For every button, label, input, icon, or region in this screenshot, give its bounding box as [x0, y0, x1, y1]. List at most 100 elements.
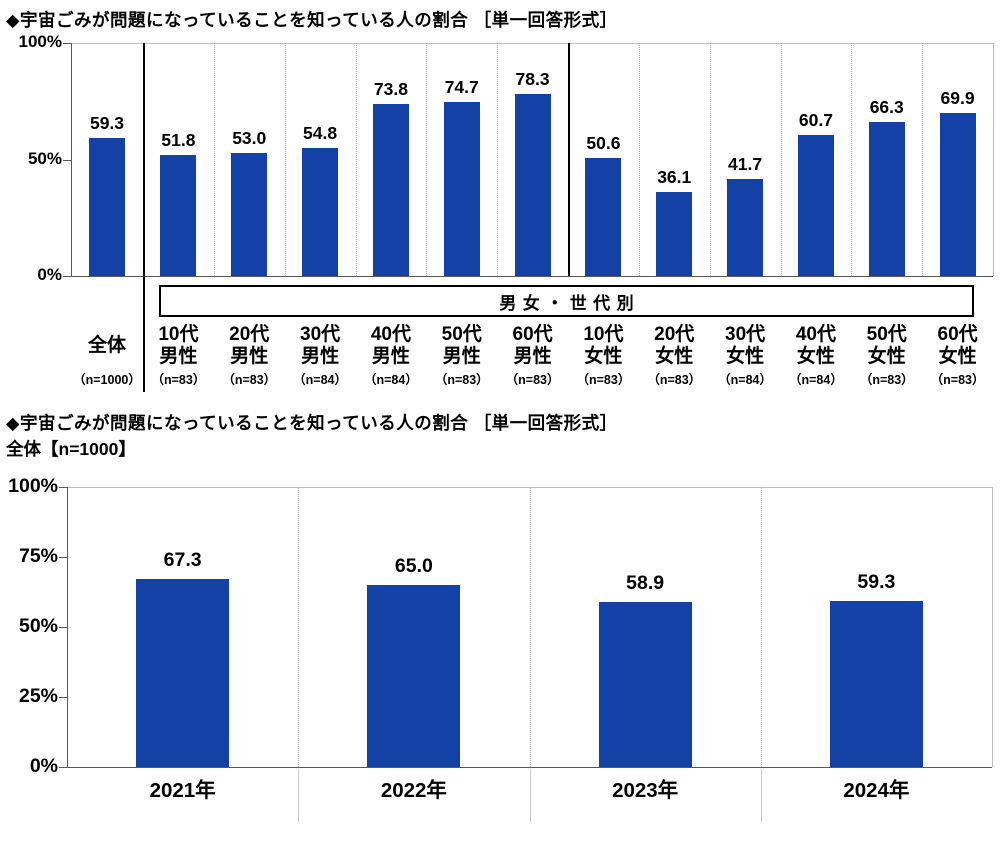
y-axis-tick	[63, 276, 71, 277]
category-gridline	[529, 487, 531, 767]
category-gridline	[780, 43, 782, 276]
category-label: 男性	[159, 346, 198, 367]
bar	[727, 178, 764, 276]
bar	[136, 578, 230, 767]
plot-right-border	[993, 43, 994, 276]
sample-size-label: （n=83）	[859, 373, 914, 387]
group-box-label: 男女・世代別	[499, 293, 641, 313]
category-label: 60代	[937, 324, 978, 345]
sample-size-label: （n=83）	[151, 373, 206, 387]
bar	[443, 101, 480, 276]
category-label: 男性	[442, 346, 481, 367]
sample-size-label: （n=83）	[434, 373, 489, 387]
category-gridline	[851, 43, 853, 276]
category-label: 50代	[866, 324, 907, 345]
category-gridline	[922, 43, 924, 276]
bar	[514, 93, 551, 276]
y-axis-tick	[63, 43, 71, 44]
y-axis-line	[67, 487, 68, 768]
y-tick-label: 0%	[37, 265, 62, 285]
y-tick-label: 75%	[18, 544, 58, 567]
category-label: 男性	[371, 346, 410, 367]
y-axis-tick	[59, 697, 67, 698]
category-gridline	[284, 43, 286, 276]
y-tick-label: 0%	[29, 754, 58, 777]
bar-value-label: 59.3	[89, 112, 125, 133]
bar	[160, 155, 197, 276]
y-axis-tick	[59, 487, 67, 488]
category-gridline	[355, 43, 357, 276]
category-gridline	[497, 43, 499, 276]
gender-separator-line	[567, 43, 570, 276]
sample-size-label: （n=84）	[718, 373, 772, 387]
bar	[372, 104, 409, 276]
category-label: 女性	[938, 346, 977, 367]
bar-value-label: 74.7	[444, 76, 479, 97]
category-label: 女性	[867, 346, 906, 367]
bar-value-label: 69.9	[940, 88, 975, 109]
category-label: 10代	[583, 324, 624, 345]
label-divider-line	[760, 769, 762, 822]
category-label: 男性	[513, 346, 552, 367]
chart2-title: ◆宇宙ごみが問題になっていることを知っている人の割合 ［単一回答形式］	[6, 413, 618, 433]
chart1-title: ◆宇宙ごみが問題になっていることを知っている人の割合 ［単一回答形式］	[6, 10, 618, 30]
bar	[89, 137, 125, 276]
x-axis-line	[71, 276, 993, 277]
bar	[598, 602, 692, 767]
label-divider-line	[298, 769, 300, 822]
bar	[302, 148, 339, 276]
category-gridline	[213, 43, 215, 276]
sample-size-label: （n=83）	[930, 373, 985, 387]
plot-top-border	[71, 43, 993, 44]
bar	[829, 600, 923, 767]
category-label: 30代	[725, 324, 766, 345]
bar-value-label: 54.8	[303, 123, 338, 144]
category-gridline	[298, 487, 300, 767]
y-tick-label: 100%	[18, 32, 62, 52]
plot-right-border	[992, 487, 993, 767]
bar-value-label: 73.8	[373, 79, 408, 100]
category-label: 女性	[796, 346, 835, 367]
bar-value-label: 51.8	[161, 130, 196, 151]
bar-value-label: 53.0	[232, 127, 267, 148]
y-tick-label: 100%	[8, 474, 58, 497]
y-tick-label: 25%	[18, 684, 58, 707]
sample-size-label: （n=83）	[505, 373, 560, 387]
bar-value-label: 67.3	[163, 548, 202, 571]
y-axis-tick	[59, 557, 67, 558]
sample-size-label: （n=84）	[788, 373, 843, 387]
category-label: 2024年	[843, 779, 910, 802]
bar	[231, 152, 268, 276]
chart2-subtitle: 全体【n=1000】	[6, 439, 136, 459]
category-label: 男性	[301, 346, 340, 367]
sample-size-label: （n=84）	[363, 373, 418, 387]
category-label: 女性	[655, 346, 694, 367]
sample-size-label: （n=83）	[576, 373, 631, 387]
category-label: 女性	[584, 346, 623, 367]
bar-value-label: 60.7	[798, 109, 833, 130]
x-axis-line	[67, 767, 992, 768]
category-label: 40代	[795, 324, 836, 345]
category-gridline	[426, 43, 428, 276]
bar	[367, 585, 461, 767]
category-label: 2022年	[380, 779, 447, 802]
bar-value-label: 78.3	[515, 68, 550, 89]
category-label: 30代	[300, 324, 341, 345]
category-label: 20代	[654, 324, 695, 345]
sample-size-label: （n=1000）	[73, 373, 141, 387]
bar	[797, 134, 834, 276]
category-label: 20代	[229, 324, 270, 345]
y-tick-label: 50%	[18, 614, 58, 637]
category-label: 男性	[230, 346, 269, 367]
label-divider-line	[529, 769, 531, 822]
category-gridline	[638, 43, 640, 276]
y-axis-tick	[59, 627, 67, 628]
bar	[868, 121, 905, 276]
bar-value-label: 36.1	[657, 166, 692, 187]
category-label: 60代	[512, 324, 553, 345]
bar-value-label: 58.9	[626, 572, 665, 595]
y-tick-label: 50%	[27, 148, 62, 168]
group-box: 男女・世代別	[159, 285, 974, 317]
category-label: 10代	[158, 324, 199, 345]
